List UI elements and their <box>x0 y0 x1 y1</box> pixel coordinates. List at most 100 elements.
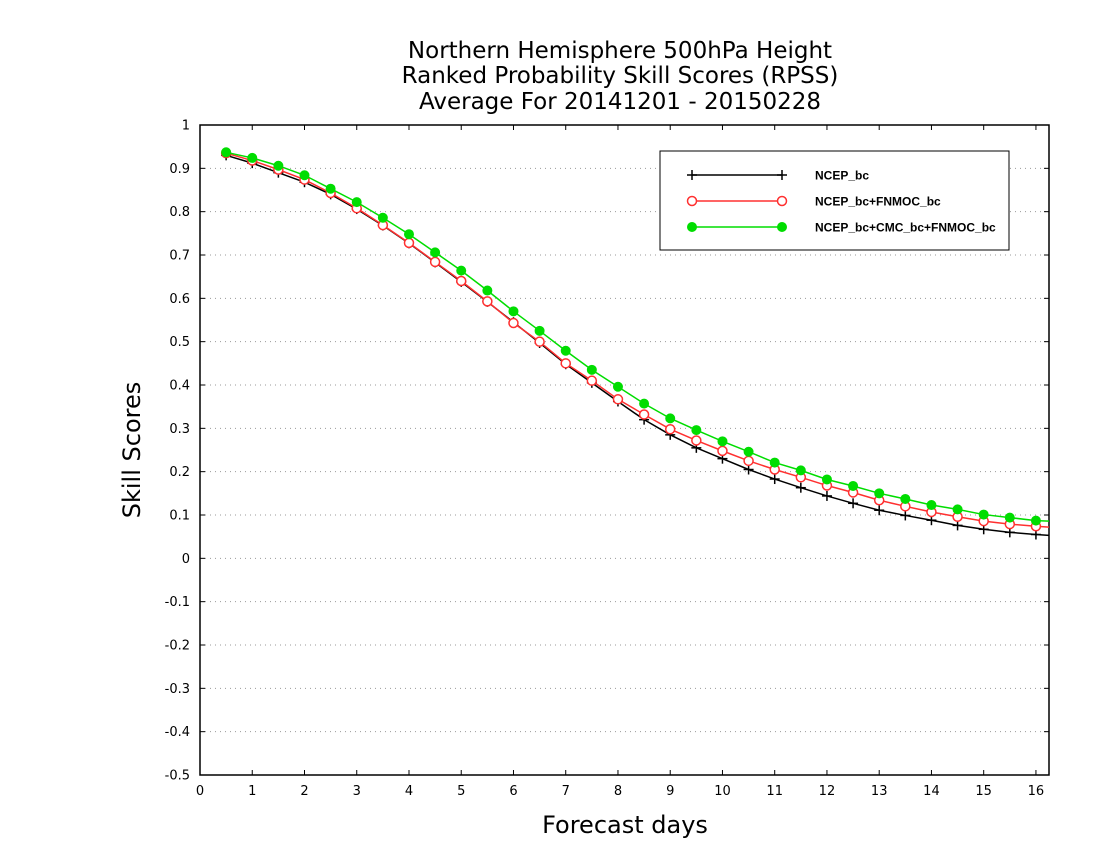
y-tick-label: 0.9 <box>169 162 190 177</box>
series-3-point <box>665 413 676 424</box>
legend-swatch-start-point <box>687 222 697 232</box>
x-tick-label: 6 <box>509 784 517 799</box>
y-tick-label: 0.6 <box>169 292 190 307</box>
x-tick-label: 3 <box>353 784 361 799</box>
series-3-point <box>717 436 728 447</box>
x-tick-label: 2 <box>300 784 308 799</box>
plot-area-frame <box>199 124 1050 776</box>
y-tick-label: 0.3 <box>169 422 190 437</box>
legend-swatch-end-point <box>776 195 788 207</box>
series-3-point <box>351 197 362 208</box>
x-tick-label: 5 <box>457 784 465 799</box>
chart-title-line-3: Average For 20141201 - 20150228 <box>419 89 821 115</box>
legend-swatch-end-point <box>777 170 787 180</box>
y-tick-label: -0.2 <box>165 639 190 654</box>
y-axis-ticks: -0.5 -0.4 -0.3 -0.2 -0.1 0 0.1 0.2 0.3 0.4 0.5 0.6 0… <box>165 119 1049 784</box>
x-tick-label: 15 <box>975 784 992 799</box>
series-1-point <box>848 498 859 509</box>
series-1-point <box>952 520 963 531</box>
series-3-point <box>299 170 310 181</box>
y-tick-label: 0.2 <box>169 465 190 480</box>
series-2-point <box>586 375 598 386</box>
series-3-point <box>586 364 597 375</box>
y-tick-label: -0.4 <box>165 725 190 740</box>
series-lines <box>220 147 1050 540</box>
series-3-point <box>848 480 859 491</box>
series-2-point <box>664 423 676 435</box>
series-3-point <box>769 457 780 468</box>
gridlines <box>200 167 1049 733</box>
y-tick-label: -0.1 <box>165 595 190 610</box>
series-2-point <box>560 358 571 369</box>
series-3-point <box>639 398 650 409</box>
series-2-point <box>508 317 519 329</box>
series-2-point <box>743 455 754 467</box>
x-tick-label: 16 <box>1028 784 1045 799</box>
legend-item-2: NCEP_bc+FNMOC_bc <box>686 195 941 209</box>
series-3-point <box>743 446 754 457</box>
series-1-point <box>874 505 885 516</box>
series-1-point <box>900 510 911 521</box>
y-tick-label: 0.4 <box>169 379 190 394</box>
chart-title-line-2: Ranked Probability Skill Scores (RPSS) <box>402 63 839 89</box>
series-3-point <box>534 325 545 336</box>
series-3-point <box>221 147 232 158</box>
series-3-point <box>560 345 571 356</box>
x-tick-label: 8 <box>614 784 622 799</box>
legend-swatch-start-point <box>687 170 697 180</box>
y-tick-label: 1 <box>182 119 190 134</box>
series-3-point <box>874 488 885 499</box>
x-tick-label: 7 <box>562 784 570 799</box>
legend-swatch-end-point <box>777 222 787 232</box>
y-tick-label: 0.1 <box>169 509 190 524</box>
series-2-point <box>691 435 702 446</box>
series-3-point <box>430 247 441 258</box>
legend-swatch-start-point <box>686 195 698 207</box>
y-tick-label: 0 <box>182 552 190 567</box>
x-axis-label: Forecast days <box>542 811 708 839</box>
y-tick-label: 0.7 <box>169 249 190 264</box>
y-tick-label: 0.8 <box>169 205 190 220</box>
series-1-point <box>795 482 806 493</box>
x-axis-ticks: 0 1 2 3 4 5 6 7 8 9 10 11 12 13 14 15 16 <box>196 125 1044 799</box>
series-3-point <box>247 152 258 163</box>
series-3-point <box>482 285 493 296</box>
series-3-point <box>612 381 623 392</box>
chart-title-line-1: Northern Hemisphere 500hPa Height <box>408 38 832 64</box>
legend: NCEP_bc NCEP_bc+FNMOC_bc NCEP_bc+CMC_bc+FN… <box>659 150 1010 251</box>
series-3-point <box>821 474 832 485</box>
series-3-point <box>926 500 937 511</box>
series-3-point <box>978 509 989 520</box>
x-tick-label: 9 <box>666 784 674 799</box>
series-3 <box>221 147 1050 526</box>
series-3-point <box>691 425 702 436</box>
plot-frame <box>199 124 1050 776</box>
x-tick-label: 13 <box>871 784 888 799</box>
series-2-point <box>717 445 728 457</box>
series-2-point <box>403 237 415 249</box>
x-tick-label: 1 <box>248 784 256 799</box>
legend-label: NCEP_bc+FNMOC_bc <box>815 195 941 209</box>
series-2-point <box>534 336 545 347</box>
series-2-point <box>612 394 624 405</box>
series-2-point <box>638 409 650 420</box>
series-3-point <box>403 229 414 240</box>
x-tick-label: 10 <box>714 784 731 799</box>
x-tick-label: 11 <box>766 784 783 799</box>
series-3-point <box>795 465 806 476</box>
chart-title: Northern Hemisphere 500hPa Height Ranked… <box>402 38 839 115</box>
series-3-point <box>900 493 911 504</box>
series-3-point <box>456 265 467 276</box>
legend-item-1: NCEP_bc <box>687 169 869 183</box>
series-1-point <box>769 474 780 485</box>
y-tick-label: -0.3 <box>165 682 190 697</box>
x-tick-label: 14 <box>923 784 940 799</box>
legend-label: NCEP_bc+CMC_bc+FNMOC_bc <box>815 221 996 235</box>
series-3-point <box>273 160 284 171</box>
series-3-point <box>377 212 388 223</box>
x-tick-label: 4 <box>405 784 413 799</box>
series-3-point <box>325 183 336 194</box>
legend-item-3: NCEP_bc+CMC_bc+FNMOC_bc <box>687 221 996 235</box>
